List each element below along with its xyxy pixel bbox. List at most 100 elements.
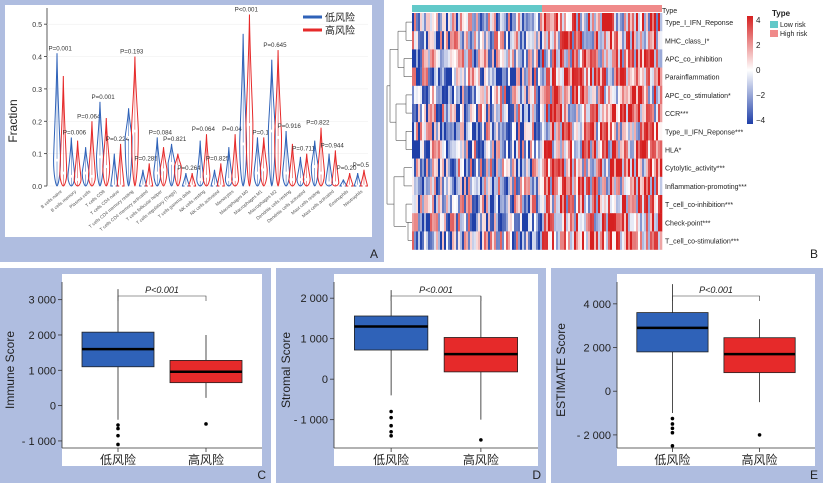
- heatmap-cell: [512, 67, 515, 86]
- heatmap-cell: [638, 213, 641, 232]
- heatmap-cell: [458, 231, 461, 250]
- heatmap-cell: [572, 13, 575, 32]
- heatmap-cell: [602, 158, 605, 177]
- heatmap-cell: [446, 176, 449, 196]
- heatmap-cell: [626, 49, 629, 68]
- row-label: T_cell_co-stimulation***: [665, 239, 739, 246]
- heatmap-cell: [614, 158, 617, 177]
- heatmap-cell: [474, 158, 477, 177]
- heatmap-cell: [626, 176, 629, 196]
- heatmap-cell: [556, 140, 559, 159]
- heatmap-cell: [544, 195, 547, 214]
- heatmap-cell: [498, 140, 501, 159]
- heatmap-cell: [436, 176, 439, 196]
- panel-tag-e: E: [810, 468, 818, 482]
- heatmap-cell: [436, 13, 439, 32]
- heatmap-cell: [592, 176, 595, 196]
- heatmap-cell: [448, 195, 451, 214]
- heatmap-cell: [514, 140, 517, 159]
- heatmap-cell: [488, 104, 491, 123]
- heatmap-cell: [642, 85, 645, 105]
- heatmap-cell: [454, 231, 457, 250]
- heatmap-cell: [640, 231, 643, 250]
- heatmap-cell: [500, 176, 503, 196]
- heatmap-cell: [516, 31, 519, 50]
- legend-label-low: 低风险: [325, 11, 355, 24]
- heatmap-cell: [498, 31, 501, 50]
- heatmap-cell: [532, 13, 535, 32]
- heatmap-cell: [650, 213, 653, 232]
- heatmap-cell: [478, 13, 481, 32]
- heatmap-cell: [546, 13, 549, 32]
- heatmap-cell: [484, 85, 487, 105]
- heatmap-cell: [578, 104, 581, 123]
- y-tick-label: 4 000: [583, 299, 611, 311]
- heatmap-cell: [514, 176, 517, 196]
- heatmap-cell: [576, 49, 579, 68]
- heatmap-cell: [630, 158, 633, 177]
- heatmap-cell: [556, 122, 559, 141]
- heatmap-cell: [494, 85, 497, 105]
- heatmap-cell: [628, 31, 631, 50]
- heatmap-cell: [440, 67, 443, 86]
- heatmap-cell: [556, 176, 559, 196]
- heatmap-cell: [526, 13, 529, 32]
- heatmap-cell: [560, 122, 563, 141]
- heatmap-cell: [452, 195, 455, 214]
- heatmap-cell: [448, 213, 451, 232]
- heatmap-cell: [430, 195, 433, 214]
- heatmap-cell: [594, 158, 597, 177]
- heatmap-cell: [524, 158, 527, 177]
- heatmap-cell: [634, 31, 637, 50]
- heatmap-cell: [464, 31, 467, 50]
- heatmap-cell: [608, 104, 611, 123]
- median-point: [141, 184, 145, 188]
- heatmap-cell: [464, 104, 467, 123]
- heatmap-cell: [646, 122, 649, 141]
- heatmap-cell: [552, 122, 555, 141]
- heatmap-cell: [600, 176, 603, 196]
- heatmap-cell: [592, 158, 595, 177]
- heatmap-cell: [512, 104, 515, 123]
- median-point: [112, 184, 116, 188]
- panel-b: Type_I_IFN_Reponse MHC_class_I* APC_co_inh…: [384, 0, 823, 262]
- heatmap-cell: [484, 122, 487, 141]
- heatmap-cell: [482, 31, 485, 50]
- heatmap-cell: [504, 231, 507, 250]
- heatmap-cell: [496, 176, 499, 196]
- heatmap-cell: [412, 176, 415, 196]
- heatmap-cell: [596, 195, 599, 214]
- median-point: [162, 168, 165, 172]
- outlier-point: [389, 434, 393, 438]
- heatmap-cell: [506, 31, 509, 50]
- median-point: [356, 184, 360, 188]
- significance-bracket: [117, 295, 207, 301]
- legend-label-high-risk: High risk: [780, 31, 808, 38]
- heatmap-cell: [504, 67, 507, 86]
- heatmap-cell: [438, 104, 441, 123]
- heatmap-cell: [616, 176, 619, 196]
- heatmap-cell: [418, 158, 421, 177]
- heatmap-cell: [430, 13, 433, 32]
- heatmap-cell: [514, 195, 517, 214]
- heatmap-cell: [578, 231, 581, 250]
- p-value-label: P=0.001: [91, 94, 115, 101]
- significance-bracket: [672, 295, 760, 301]
- heatmap-cell: [478, 195, 481, 214]
- heatmap-cell: [426, 195, 429, 214]
- heatmap-cell: [604, 195, 607, 214]
- heatmap-cell: [460, 158, 463, 177]
- heatmap-cell: [482, 195, 485, 214]
- heatmap-cell: [412, 122, 415, 141]
- heatmap-cell: [438, 140, 441, 159]
- heatmap-cell: [440, 195, 443, 214]
- legend-label-low-risk: Low risk: [780, 22, 806, 29]
- heatmap-cell: [552, 31, 555, 50]
- heatmap-cell: [652, 195, 655, 214]
- color-scale-tick: 4: [756, 16, 761, 25]
- heatmap-cell: [576, 104, 579, 123]
- heatmap-cell: [500, 49, 503, 68]
- heatmap-cell: [496, 158, 499, 177]
- heatmap-cell: [476, 67, 479, 86]
- heatmap-cell: [478, 104, 481, 123]
